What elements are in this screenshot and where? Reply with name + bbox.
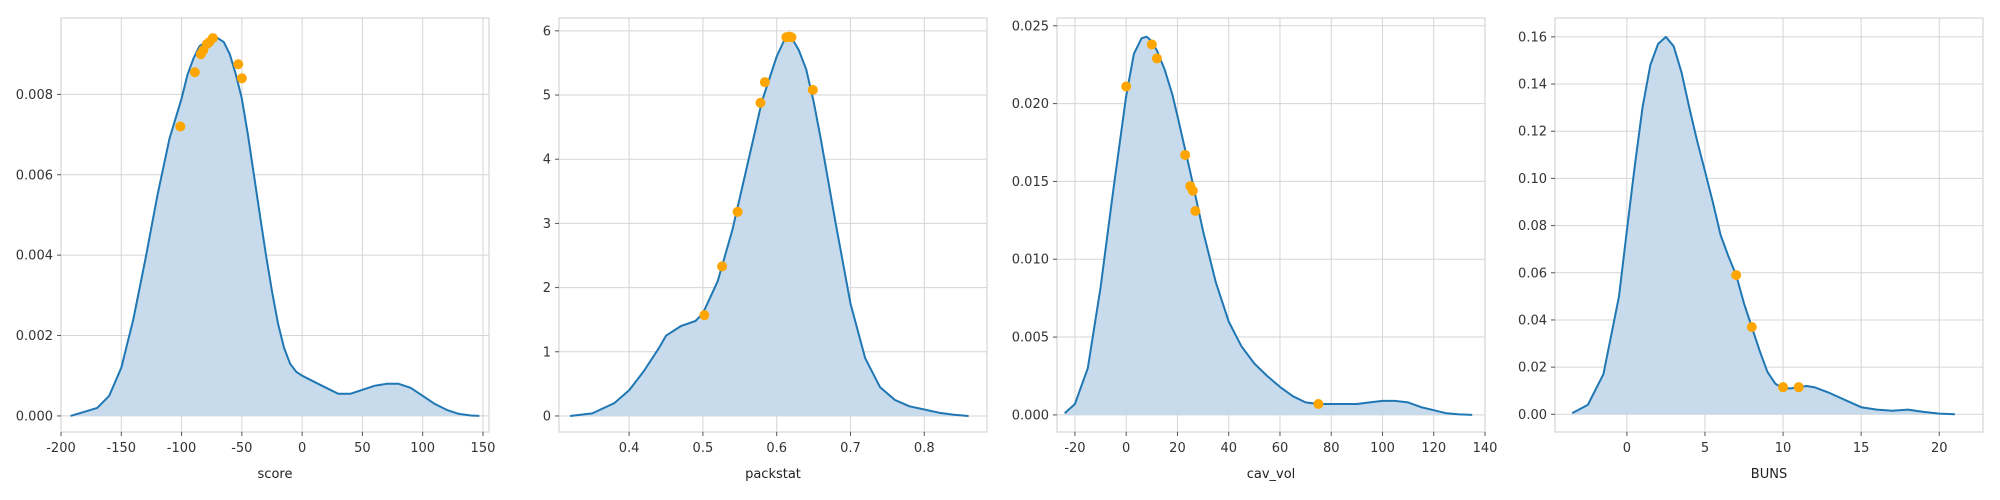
- x-tick-label: -200: [46, 441, 76, 456]
- x-tick-label: 0.8: [914, 441, 935, 456]
- y-tick-label: 0.005: [1012, 331, 1049, 346]
- x-tick-label: 50: [354, 441, 371, 456]
- y-tick-label: 5: [543, 89, 551, 104]
- x-tick-label: 0.6: [766, 441, 787, 456]
- data-point: [207, 33, 218, 44]
- plot-frame: [60, 17, 490, 433]
- x-tick-label: 80: [1323, 441, 1340, 456]
- plot-frame: [558, 17, 988, 433]
- data-point: [1151, 53, 1162, 64]
- chart-panel-2: 0.4 0.5 0.6 0.7 0.8 0 1 2 3 4 5 6 packstat: [543, 17, 988, 482]
- y-tick-label: 0.000: [1012, 408, 1049, 423]
- y-tick-label: 0.16: [1518, 30, 1547, 45]
- y-tick-label: 2: [543, 281, 551, 296]
- x-tick-label: 15: [1853, 441, 1870, 456]
- data-point: [1190, 205, 1201, 216]
- data-point: [1146, 39, 1157, 50]
- density-line: [1571, 35, 1955, 416]
- y-tick-label: 0.004: [16, 249, 53, 264]
- y-tick-label: 4: [543, 153, 551, 168]
- chart-panel-1: -200 -150 -100 -50 0 50 100 150 0.000 0.002 0.004 0…: [16, 17, 496, 482]
- x-tick-label: 0: [298, 441, 306, 456]
- plot-frame: [1056, 17, 1486, 433]
- y-tick-label: 0.08: [1518, 219, 1547, 234]
- x-tick-label: -50: [231, 441, 252, 456]
- y-tick-label: 0.12: [1518, 125, 1547, 140]
- x-axis-label: BUNS: [1751, 467, 1787, 482]
- data-point: [717, 261, 728, 272]
- y-tick-label: 0.04: [1518, 313, 1547, 328]
- x-axis-label: score: [258, 467, 293, 482]
- x-tick-label: -20: [1064, 441, 1085, 456]
- x-tick-label: 120: [1421, 441, 1446, 456]
- density-area: [70, 38, 480, 416]
- y-tick-label: 0.02: [1518, 361, 1547, 376]
- x-tick-label: 0: [1122, 441, 1130, 456]
- data-point: [236, 73, 247, 84]
- x-tick-label: -150: [107, 441, 137, 456]
- data-point: [233, 59, 244, 70]
- y-tick-label: 0.025: [1012, 19, 1049, 34]
- y-tick-label: 6: [543, 24, 551, 39]
- plot-frame: [1554, 17, 1984, 433]
- density-line: [1064, 35, 1473, 416]
- x-tick-label: 20: [1931, 441, 1948, 456]
- x-tick-label: 0: [1623, 441, 1631, 456]
- data-point: [755, 97, 766, 108]
- y-tick-label: 0.006: [16, 168, 53, 183]
- x-tick-label: -100: [167, 441, 197, 456]
- y-tick-label: 1: [543, 345, 551, 360]
- x-tick-label: 60: [1272, 441, 1289, 456]
- y-tick-label: 0.008: [16, 88, 53, 103]
- data-point: [759, 77, 770, 88]
- density-area: [1572, 36, 1955, 415]
- data-point: [1180, 149, 1191, 160]
- data-point: [1121, 81, 1132, 92]
- x-tick-label: 5: [1701, 441, 1709, 456]
- data-point: [175, 121, 186, 132]
- x-tick-label: 150: [471, 441, 496, 456]
- density-area: [1064, 36, 1473, 415]
- y-tick-label: 0.015: [1012, 175, 1049, 190]
- y-tick-label: 0.06: [1518, 266, 1547, 281]
- data-point: [732, 206, 743, 217]
- x-tick-label: 140: [1473, 441, 1498, 456]
- y-tick-label: 0.00: [1518, 408, 1547, 423]
- data-point: [1793, 382, 1804, 393]
- y-tick-label: 0.020: [1012, 97, 1049, 112]
- y-tick-label: 0: [543, 409, 551, 424]
- data-point: [1746, 322, 1757, 333]
- y-tick-label: 0.10: [1518, 172, 1547, 187]
- x-tick-label: 10: [1775, 441, 1792, 456]
- chart-panel-4: 0 5 10 15 20 0.00 0.02 0.04 0.06 0.08 0.10 0.12 0.14…: [1518, 17, 1984, 482]
- y-tick-label: 0.000: [16, 409, 53, 424]
- y-tick-label: 0.002: [16, 329, 53, 344]
- data-point: [189, 67, 200, 78]
- x-tick-label: 40: [1220, 441, 1237, 456]
- data-point: [786, 32, 797, 43]
- x-tick-label: 100: [1370, 441, 1395, 456]
- x-tick-label: 0.4: [619, 441, 640, 456]
- data-point: [1187, 185, 1198, 196]
- data-point: [1313, 398, 1324, 409]
- x-tick-label: 0.7: [840, 441, 861, 456]
- x-tick-label: 20: [1169, 441, 1186, 456]
- x-axis-label: cav_vol: [1247, 467, 1296, 482]
- density-area: [570, 37, 969, 417]
- x-axis-label: packstat: [745, 467, 801, 482]
- data-point: [699, 310, 710, 321]
- x-tick-label: 0.5: [693, 441, 714, 456]
- chart-panel-3: -20 0 20 40 60 80 100 120 140 0.000 0.005 0.010 0.01…: [1012, 17, 1498, 482]
- y-tick-label: 3: [543, 217, 551, 232]
- y-tick-label: 0.14: [1518, 78, 1547, 93]
- x-tick-label: 100: [410, 441, 435, 456]
- density-line: [70, 37, 480, 417]
- data-point: [1778, 382, 1789, 393]
- data-point: [807, 84, 818, 95]
- data-point: [1731, 270, 1742, 281]
- y-tick-label: 0.010: [1012, 253, 1049, 268]
